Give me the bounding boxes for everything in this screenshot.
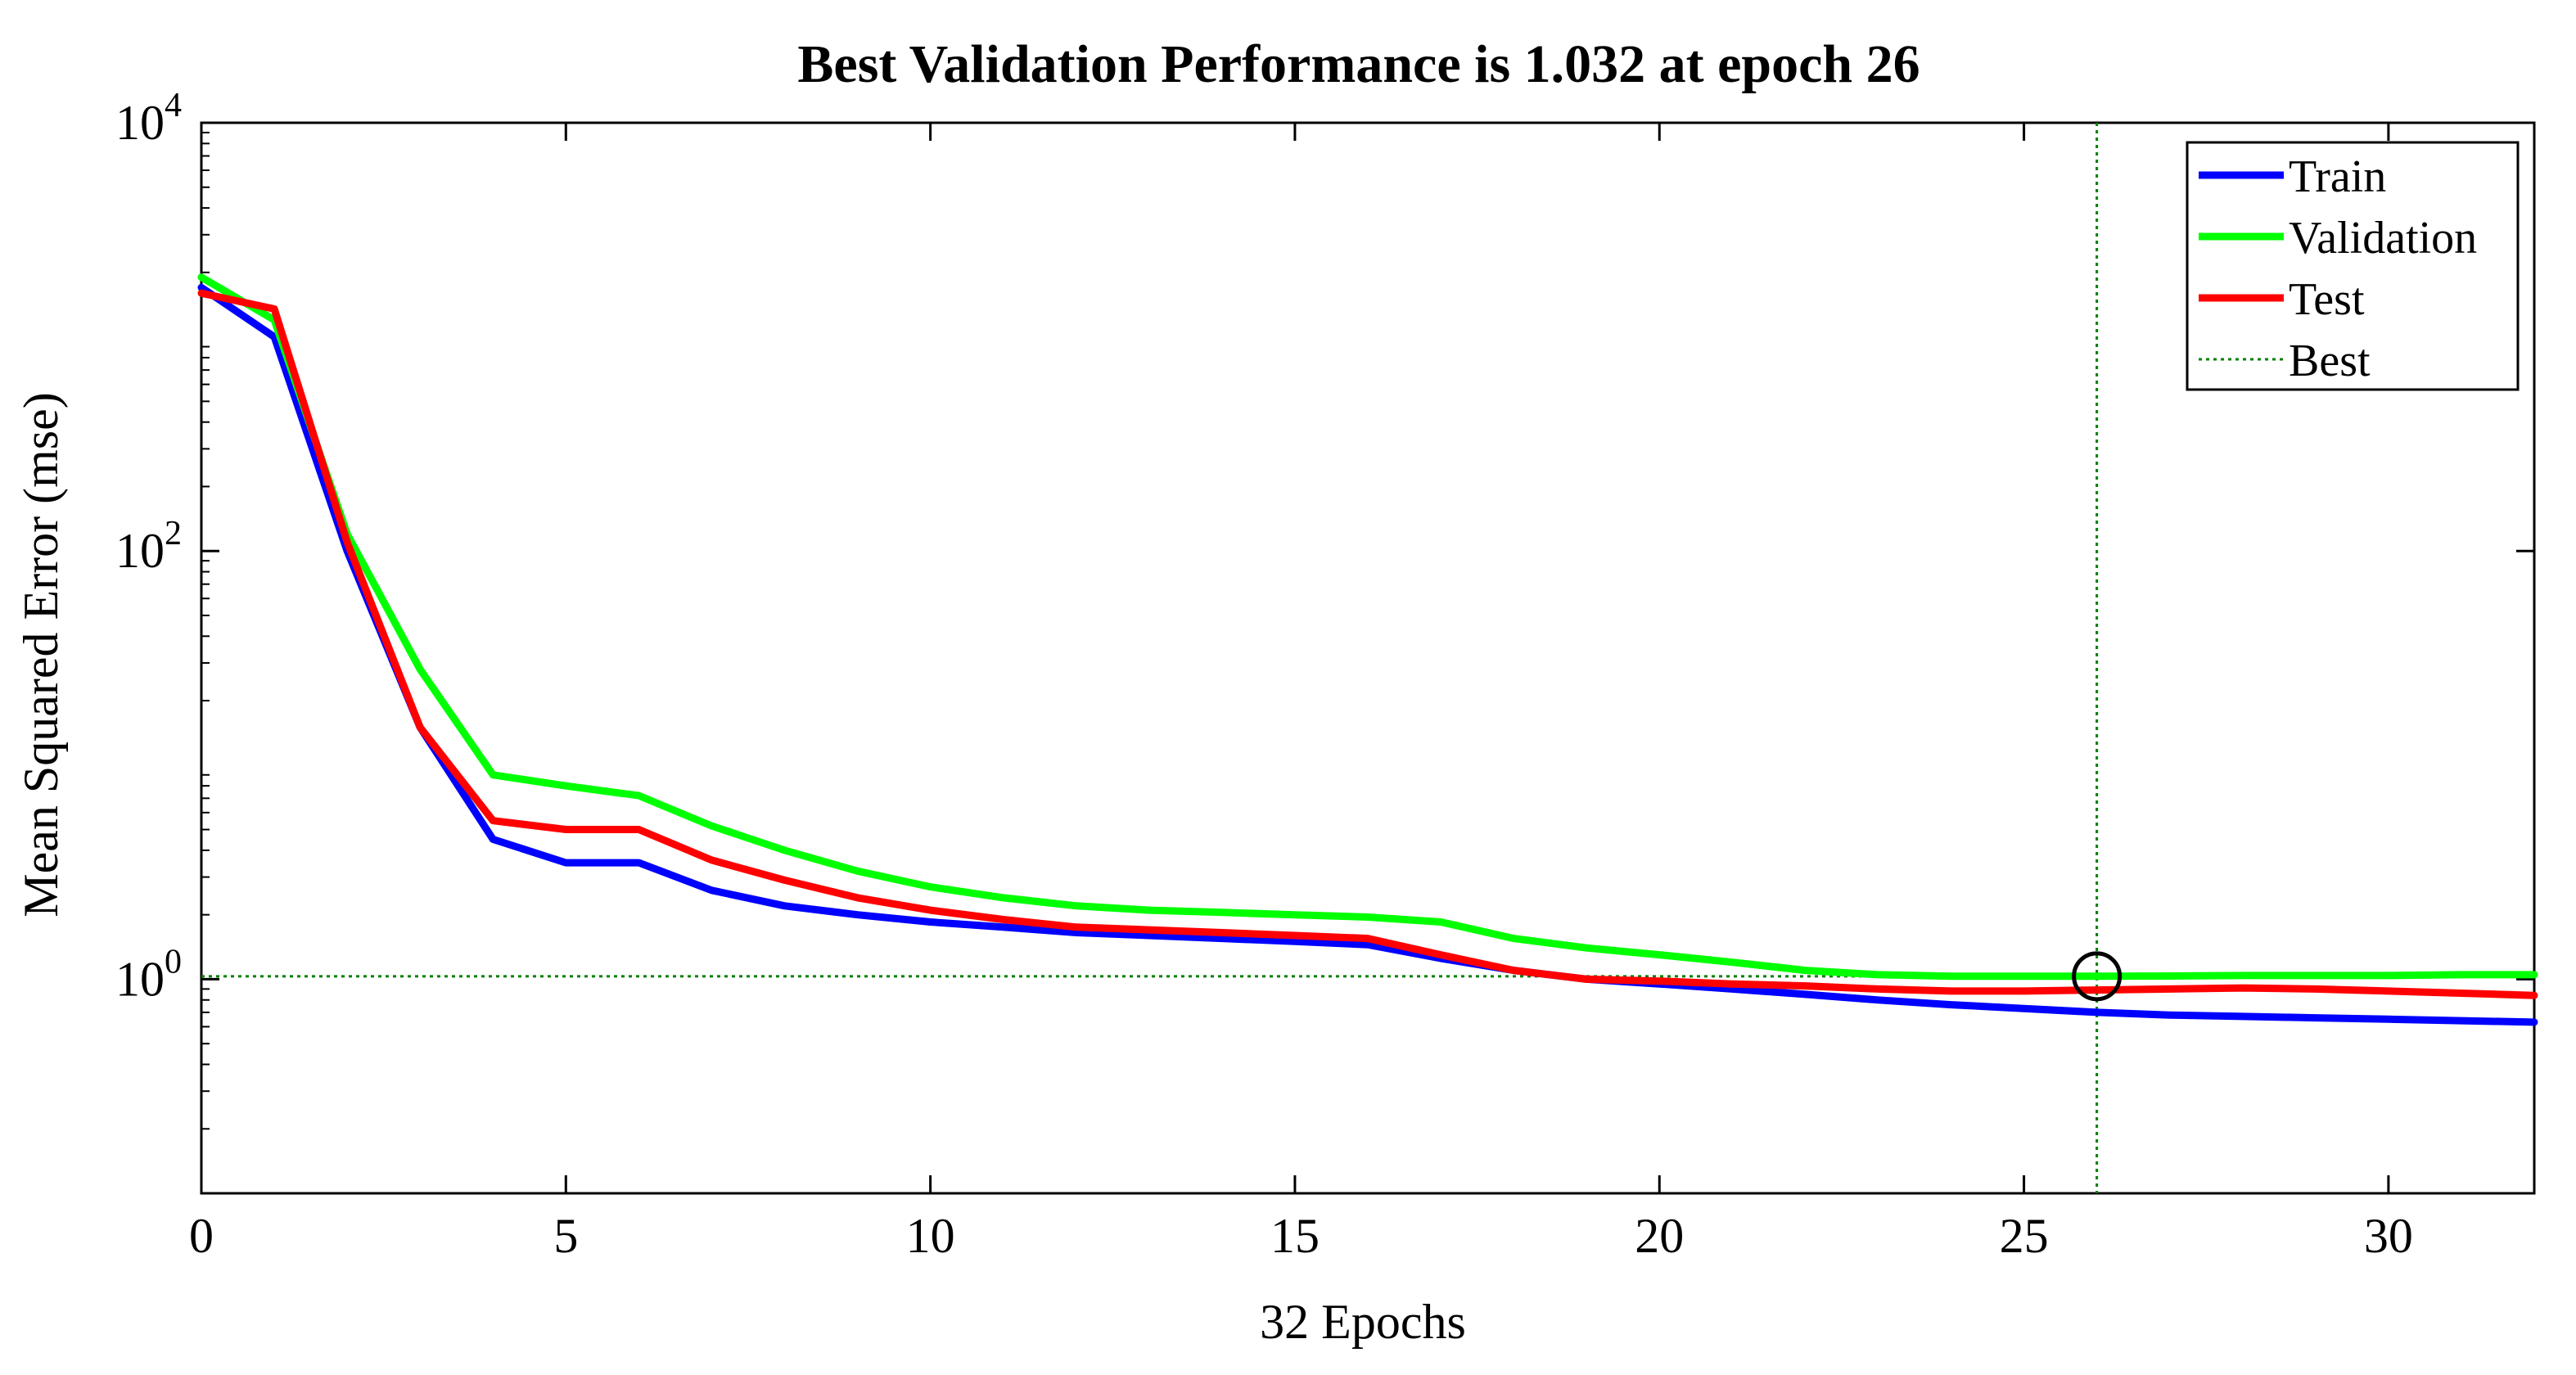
plot-area: 0 5 10 15 20 25 30 100 102 104 [115,87,2538,1263]
axes-box [200,121,2536,1195]
chart-title: Best Validation Performance is 1.032 at … [797,34,1920,94]
y-axis-label: Mean Squared Error (mse) [14,392,68,917]
x-tick-label: 10 [906,1209,955,1263]
series-line-train [197,283,2538,1026]
x-tick-label: 5 [553,1209,578,1263]
legend-box [2186,141,2520,391]
x-tick-label: 25 [2000,1209,2049,1263]
x-tick-label: 20 [1635,1209,1684,1263]
x-tick-label: 30 [2364,1209,2413,1263]
y-tick-label: 100 [115,943,182,1006]
legend-label-best: Best [2289,336,2371,386]
y-tick-label: 104 [115,87,182,150]
x-tick-label: 0 [189,1209,214,1263]
legend: Train Validation Test Best [2186,141,2520,391]
series-line-validation [197,273,2538,981]
best-point-marker [2072,951,2123,1002]
y-tick-label: 102 [115,515,182,578]
legend-label-test: Test [2289,274,2365,325]
x-tick-label: 15 [1270,1209,1320,1263]
series-line-test [197,289,2538,999]
legend-label-train: Train [2289,151,2386,202]
x-axis-label: 32 Epochs [1260,1295,1466,1349]
legend-label-validation: Validation [2289,213,2477,264]
